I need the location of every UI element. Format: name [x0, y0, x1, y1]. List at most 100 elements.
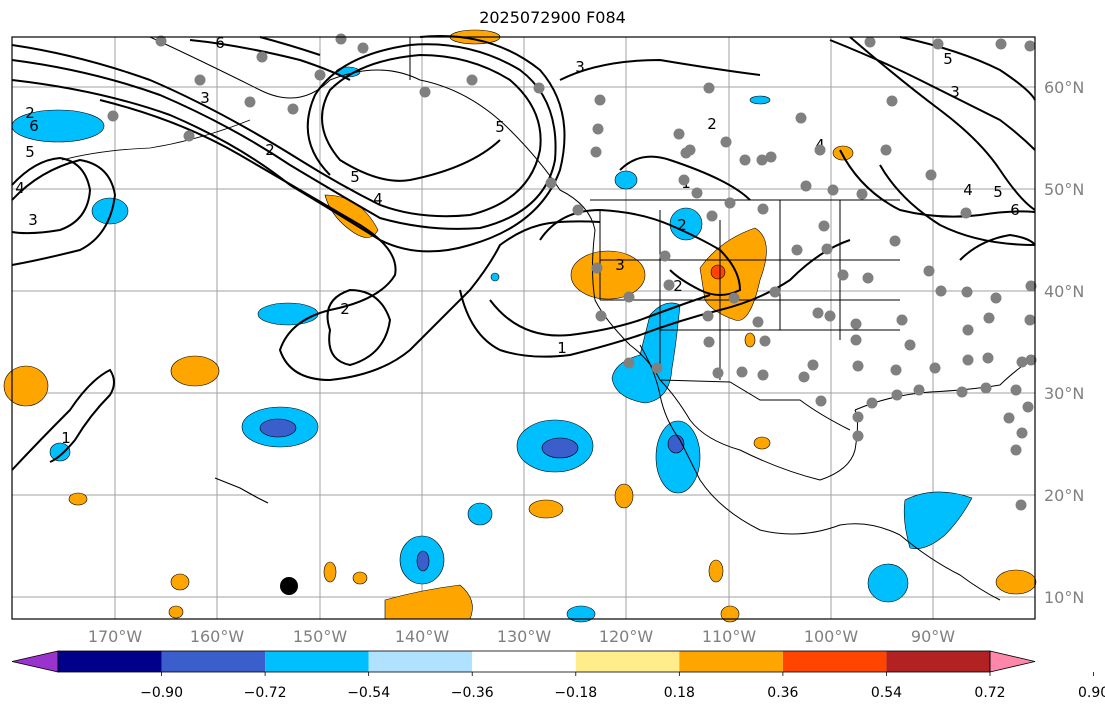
pos-region — [614, 483, 634, 509]
pos-region — [832, 145, 854, 161]
contour-label: 3 — [615, 256, 625, 274]
colorbar-tick-label: 0.36 — [767, 685, 798, 701]
colorbar-segment — [575, 651, 680, 672]
station-dot — [757, 203, 769, 215]
contour-label: 2 — [707, 115, 717, 133]
contour-label: 2 — [673, 277, 683, 295]
colorbar-segment — [58, 651, 162, 672]
station-dot — [864, 36, 876, 48]
station-dot — [533, 82, 545, 94]
station-dot — [852, 360, 864, 372]
station-dot — [929, 362, 941, 374]
station-dot — [891, 389, 903, 401]
colorbar-outline — [57, 650, 991, 673]
station-dot — [1025, 280, 1037, 292]
map-frame — [11, 36, 1036, 620]
station-dot — [651, 362, 663, 374]
pos-region — [384, 584, 473, 620]
pos-region — [744, 332, 756, 348]
station-dot — [728, 292, 740, 304]
contour-label: 3 — [575, 58, 585, 76]
lat-label: 20°N — [1044, 486, 1084, 505]
neg-region — [566, 605, 596, 623]
station-dot — [961, 286, 973, 298]
station-dot — [545, 177, 557, 189]
colorbar-segment — [679, 651, 783, 672]
station-dot — [663, 279, 675, 291]
station-dot — [886, 95, 898, 107]
station-dot — [702, 310, 714, 322]
station-dot — [983, 312, 995, 324]
station-dot — [703, 336, 715, 348]
contour-east-5 — [839, 149, 1036, 218]
colorbar — [11, 650, 1036, 673]
neg-core — [541, 437, 579, 459]
pos-region — [995, 569, 1037, 595]
station-dot — [1010, 444, 1022, 456]
contour-2-north — [619, 155, 751, 201]
contour-1b — [489, 294, 711, 337]
station-dot — [852, 411, 864, 423]
station-dot — [925, 169, 937, 181]
lon-label: 130°W — [497, 627, 552, 646]
contour-label: 5 — [495, 118, 505, 136]
colorbar-tick-label: 0.18 — [664, 685, 695, 701]
station-dot — [678, 174, 690, 186]
contour-3-inner — [539, 208, 742, 296]
station-dot — [756, 154, 768, 166]
station-dot — [287, 103, 299, 115]
station-dot — [982, 352, 994, 364]
lon-label: 140°W — [395, 627, 450, 646]
station-dot — [256, 51, 268, 63]
contour-1-west — [11, 368, 115, 471]
contour-label: 5 — [993, 183, 1003, 201]
station-dot — [724, 197, 736, 209]
station-dot — [812, 307, 824, 319]
colorbar-segment — [886, 651, 990, 672]
contour-label: 6 — [29, 117, 39, 135]
contour-label: 2 — [25, 104, 35, 122]
lon-label: 170°W — [88, 627, 143, 646]
pos-region — [170, 573, 190, 591]
station-dot — [595, 310, 607, 322]
station-dot — [890, 364, 902, 376]
station-dot — [962, 354, 974, 366]
station-dot — [757, 369, 769, 381]
station-dot — [932, 38, 944, 50]
pos-region — [168, 605, 184, 619]
neg-region — [655, 420, 701, 494]
shaded-regions — [3, 29, 1037, 623]
contour-label: 2 — [677, 216, 687, 234]
colorbar-segment — [472, 651, 576, 672]
station-dot — [913, 384, 925, 396]
station-dot — [752, 316, 764, 328]
border-us-mexico — [659, 379, 851, 431]
contour-labels: 65432222111234565345643235 — [15, 34, 1020, 447]
station-dot — [1016, 356, 1028, 368]
lat-label: 10°N — [1044, 588, 1084, 607]
station-dot — [1015, 499, 1027, 511]
contour-label: 3 — [200, 89, 210, 107]
station-dot — [623, 291, 635, 303]
station-dot — [1022, 401, 1034, 413]
station-dot — [673, 128, 685, 140]
station-dot — [990, 292, 1002, 304]
pos-region — [570, 250, 646, 300]
station-dot — [935, 285, 947, 297]
station-dot — [419, 86, 431, 98]
aleutian-islands — [61, 119, 251, 161]
station-dot — [736, 366, 748, 378]
station-dot — [956, 386, 968, 398]
station-dot — [856, 188, 868, 200]
station-dot — [1010, 384, 1022, 396]
station-dot — [739, 154, 751, 166]
colorbar-tick-label: −0.54 — [347, 685, 390, 701]
plot-title: 2025072900 F084 — [479, 8, 626, 27]
contour-label: 4 — [963, 181, 973, 199]
station-dot — [1024, 314, 1036, 326]
colorbar-tick-label: −0.90 — [140, 685, 183, 701]
station-dot — [623, 357, 635, 369]
contour-west-6 — [11, 156, 92, 235]
lon-label: 100°W — [804, 627, 859, 646]
